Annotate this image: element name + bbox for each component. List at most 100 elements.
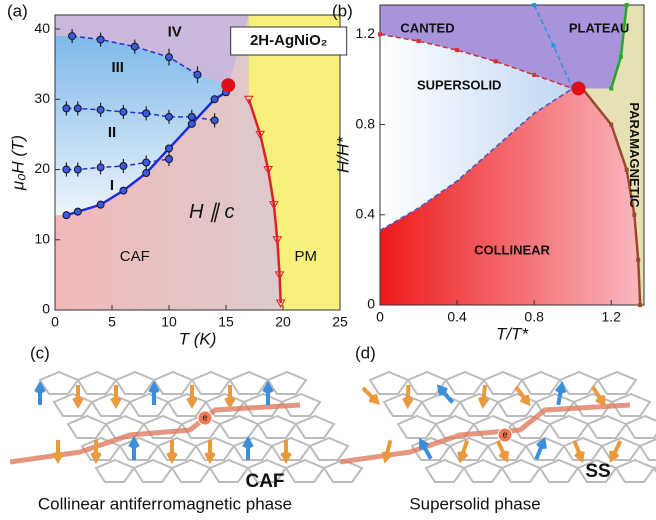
data-point bbox=[165, 144, 173, 153]
spin-arrow bbox=[72, 385, 84, 410]
x-tick-label: 0 bbox=[376, 309, 384, 325]
data-point bbox=[263, 166, 274, 175]
hex-cell bbox=[218, 414, 260, 439]
phase-label: II bbox=[108, 124, 116, 141]
data-point bbox=[455, 48, 460, 53]
phase-label: PARAMAGNETIC bbox=[627, 102, 642, 208]
hex-cell bbox=[420, 392, 462, 417]
data-point bbox=[243, 95, 254, 105]
electron-path bbox=[9, 402, 301, 465]
region-paramagnetic bbox=[582, 5, 644, 305]
phase-label: CANTED bbox=[400, 20, 454, 35]
spin-arrow bbox=[457, 439, 469, 464]
data-point bbox=[532, 3, 537, 7]
hex-cell bbox=[76, 370, 118, 395]
data-point bbox=[119, 107, 128, 116]
hex-cell bbox=[424, 458, 466, 483]
data-point bbox=[636, 257, 641, 262]
spin-arrow bbox=[361, 386, 380, 405]
y-tick-label: 0.8 bbox=[356, 115, 376, 131]
y-axis-label: H/H* bbox=[333, 136, 352, 173]
data-point bbox=[96, 200, 105, 209]
region-pm bbox=[248, 15, 340, 310]
hex-cell bbox=[38, 370, 80, 395]
spin-arrow bbox=[590, 385, 606, 407]
spin-arrow bbox=[534, 436, 547, 461]
caption: Supersolid phase bbox=[409, 494, 540, 513]
data-point bbox=[73, 165, 82, 174]
y-tick-label: 1.2 bbox=[356, 25, 376, 41]
hex-cell bbox=[52, 392, 94, 417]
hex-cell bbox=[538, 458, 580, 483]
y-axis-label: μ₀H (T) bbox=[8, 135, 27, 191]
hex-cell bbox=[524, 436, 566, 461]
spin-arrow bbox=[262, 380, 274, 405]
data-point bbox=[62, 104, 71, 113]
hex-cell bbox=[520, 370, 562, 395]
electron-path bbox=[339, 402, 631, 465]
data-point bbox=[142, 158, 151, 167]
hex-cell bbox=[256, 414, 298, 439]
phase-name: CAF bbox=[245, 471, 284, 492]
hex-cell bbox=[208, 458, 250, 483]
data-point bbox=[493, 59, 498, 64]
tricritical-point bbox=[571, 81, 586, 96]
hex-cell bbox=[266, 370, 308, 395]
data-point bbox=[130, 42, 139, 51]
phase-label: SUPERSOLID bbox=[417, 77, 502, 92]
hex-cell bbox=[444, 370, 486, 395]
hex-cell bbox=[156, 436, 198, 461]
spin-arrow bbox=[110, 385, 122, 410]
hex-cell bbox=[194, 436, 236, 461]
hex-cell bbox=[638, 438, 656, 461]
x-tick-label: 10 bbox=[161, 314, 177, 330]
x-axis-label: T (K) bbox=[179, 329, 217, 348]
boundary-line bbox=[581, 87, 642, 306]
phase-label: CAF bbox=[120, 248, 150, 265]
spin-arrow bbox=[90, 440, 102, 465]
boundary-line bbox=[379, 87, 574, 232]
hex-cell bbox=[284, 458, 326, 483]
data-point bbox=[618, 54, 623, 59]
caption: Collinear antiferromagnetic phase bbox=[38, 494, 292, 513]
data-point bbox=[62, 211, 71, 220]
hex-cell bbox=[190, 370, 232, 395]
data-point bbox=[193, 70, 202, 79]
hex-cell bbox=[322, 458, 364, 483]
y-tick-label: 0 bbox=[42, 301, 50, 317]
spin-arrow bbox=[186, 385, 198, 410]
hex-cell bbox=[548, 414, 590, 439]
y-tick-label: 10 bbox=[34, 230, 50, 246]
spin-arrow bbox=[52, 440, 64, 465]
hex-cell bbox=[66, 414, 108, 439]
phase-label: H ∥ c bbox=[189, 201, 235, 223]
boundary-line bbox=[72, 35, 198, 76]
data-point bbox=[142, 169, 151, 178]
data-point bbox=[119, 186, 128, 195]
hex-cell bbox=[128, 392, 170, 417]
data-point bbox=[269, 201, 279, 210]
data-point bbox=[609, 86, 614, 91]
hex-cell bbox=[458, 392, 500, 417]
data-point bbox=[210, 116, 219, 125]
plot-frame bbox=[379, 4, 645, 306]
boundary-line bbox=[247, 98, 282, 304]
data-point bbox=[165, 53, 173, 62]
hex-cell bbox=[246, 458, 288, 483]
hex-cell bbox=[500, 458, 542, 483]
hex-cell bbox=[90, 392, 132, 417]
hex-cell bbox=[562, 436, 604, 461]
data-point bbox=[624, 3, 629, 7]
x-tick-label: 1.2 bbox=[602, 309, 622, 325]
phase-name: SS bbox=[585, 461, 610, 482]
y-tick-label: 0 bbox=[367, 296, 375, 312]
electron bbox=[497, 427, 513, 443]
boundary-line bbox=[379, 33, 573, 90]
hex-cell bbox=[80, 436, 122, 461]
data-point bbox=[142, 109, 151, 118]
hex-cell bbox=[624, 414, 656, 439]
hex-cell bbox=[152, 370, 194, 395]
panel-label: (c) bbox=[30, 343, 50, 362]
data-point bbox=[96, 163, 105, 172]
phase-label: III bbox=[111, 59, 124, 76]
